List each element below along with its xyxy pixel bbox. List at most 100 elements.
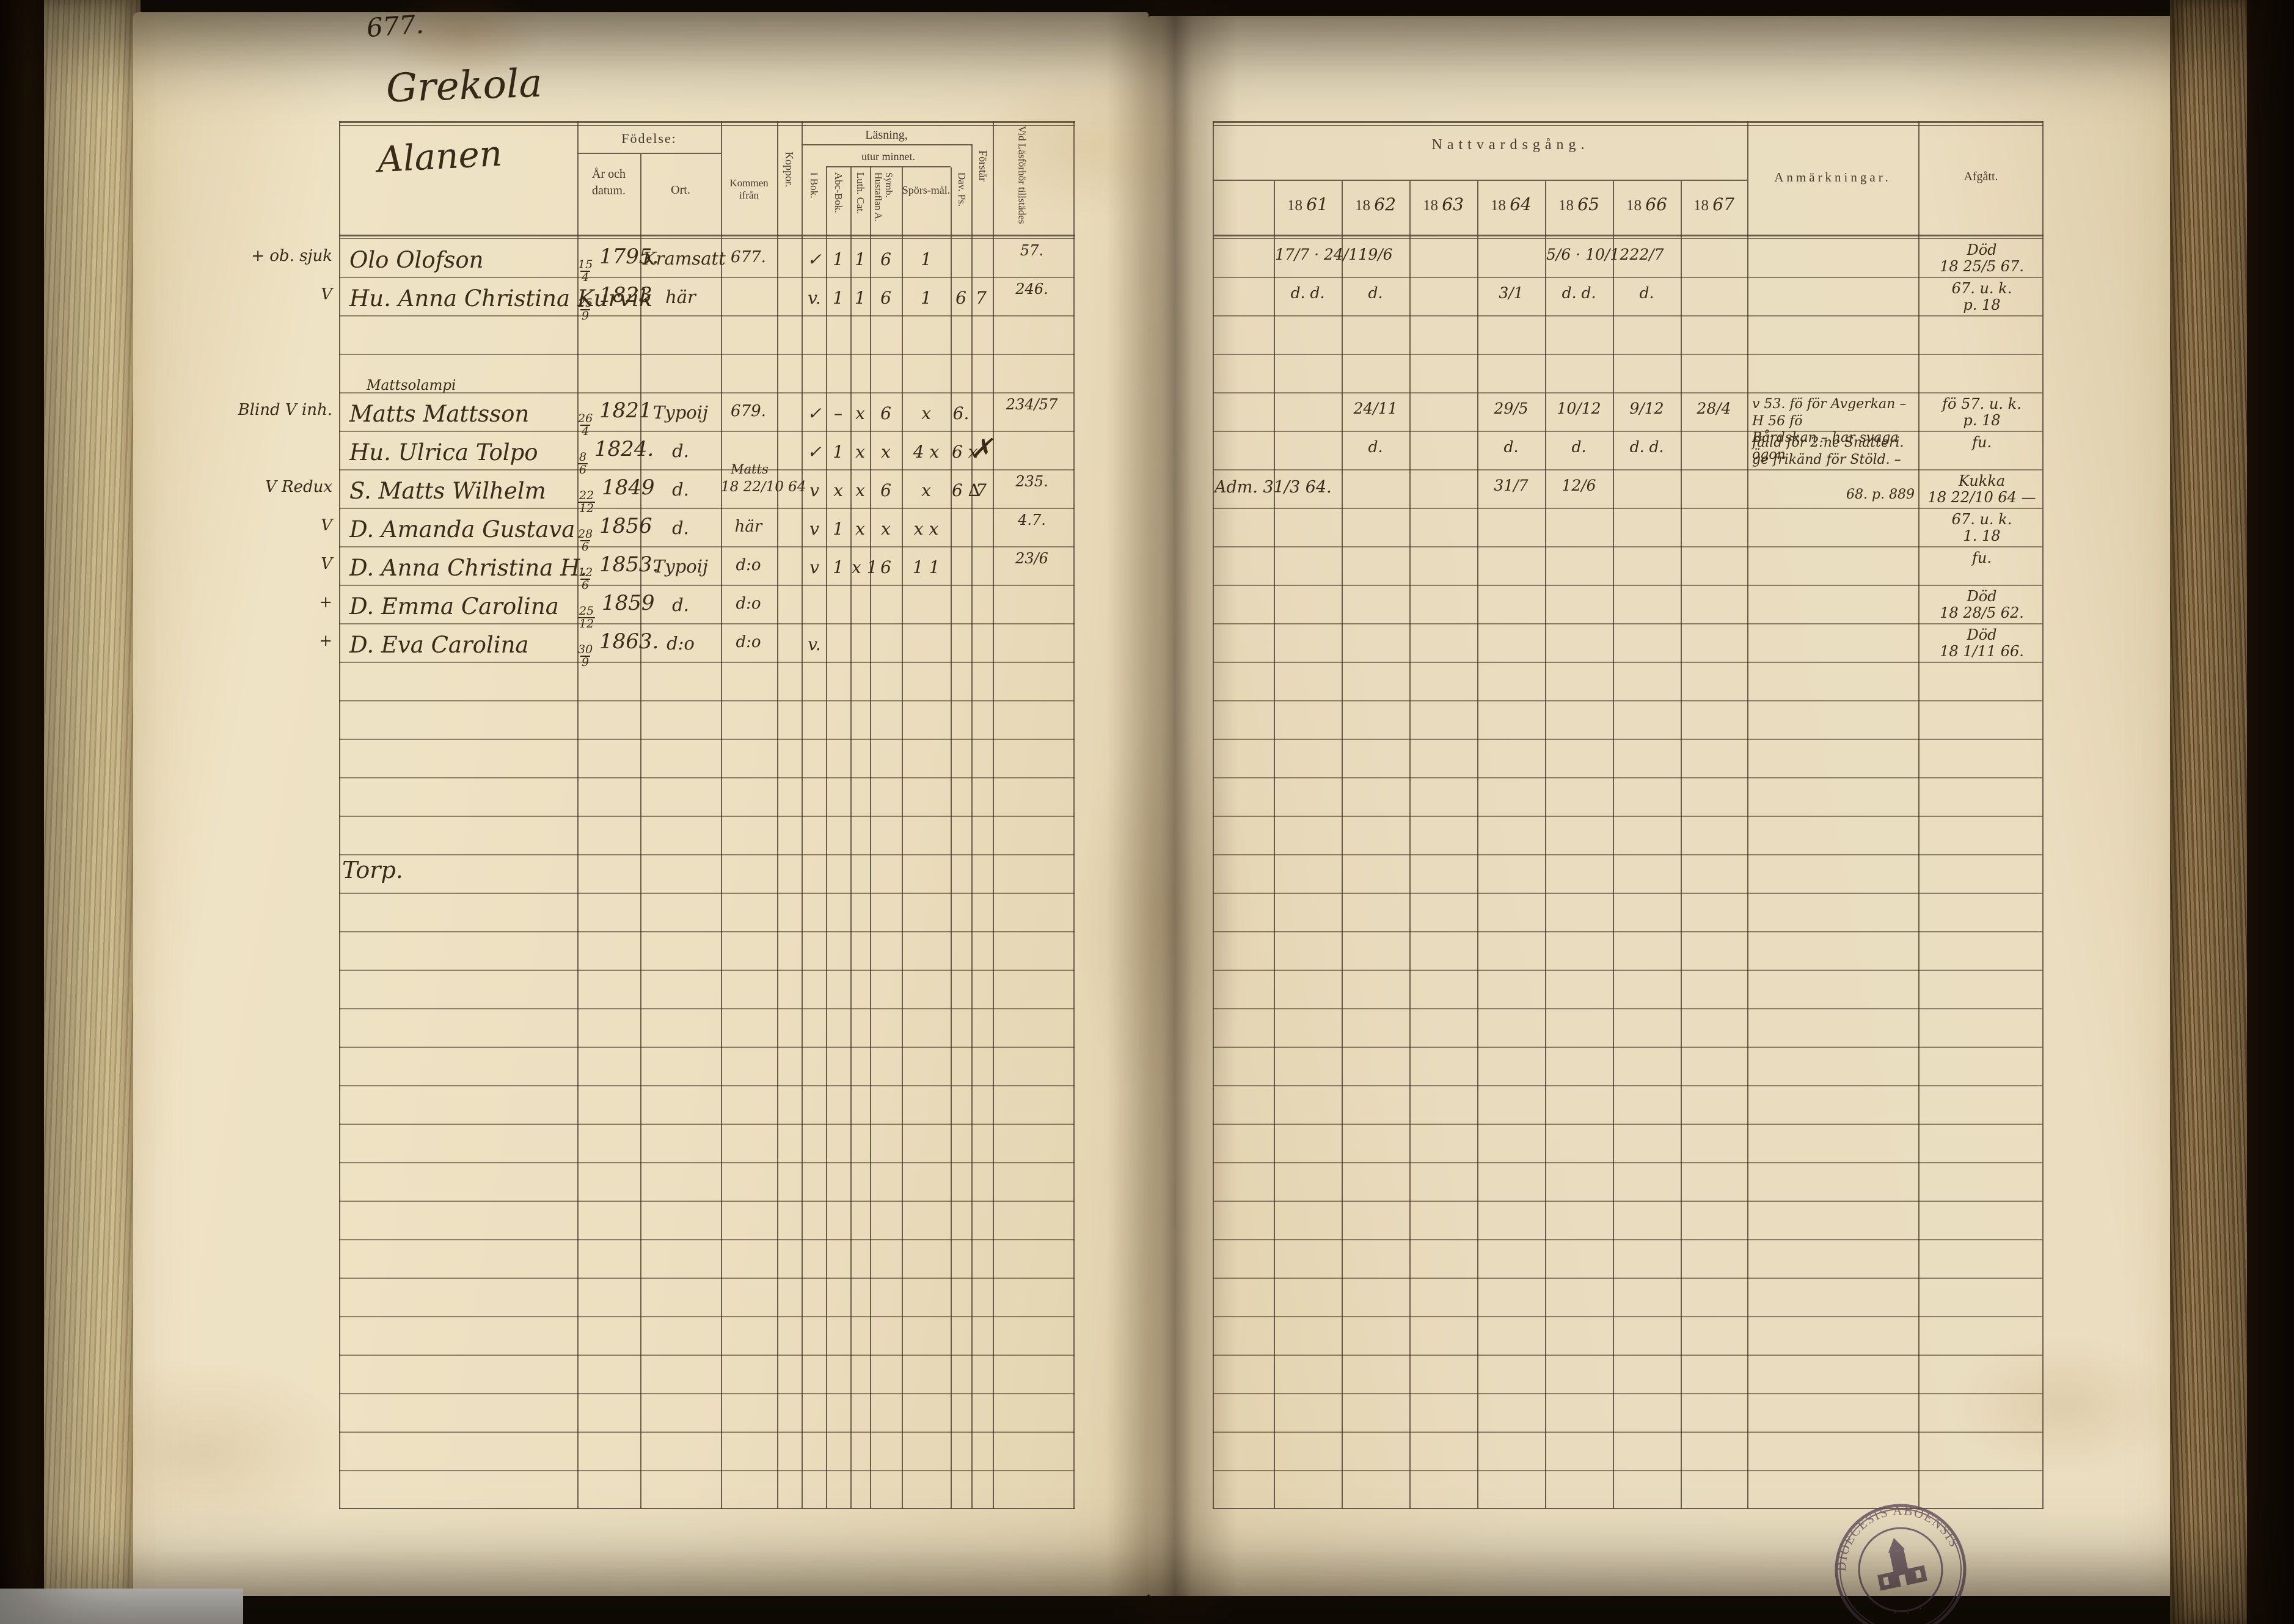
year-handwritten: 65: [1577, 194, 1599, 214]
birth-month: 12: [578, 502, 596, 516]
came-from: 677.: [731, 248, 766, 266]
reading-mark: x: [881, 442, 891, 462]
year-header: 18 66: [1613, 194, 1681, 214]
birth-year: 1821: [599, 398, 652, 423]
reading-mark: 1: [921, 288, 932, 308]
person-name: D. Amanda Gustava: [349, 516, 575, 543]
communion-1866: 9/12: [1629, 400, 1664, 417]
record-row-communion: 67. u. k. 1. 18: [0, 509, 2294, 547]
reading-mark: 1: [833, 249, 844, 269]
birth-date: 28 6 1856: [578, 514, 652, 554]
year-printed: 18: [1491, 197, 1507, 214]
record-row-communion: Död 18 1/11 66.: [0, 624, 2294, 663]
year-handwritten: 63: [1442, 194, 1464, 214]
reading-mark: 1: [855, 288, 866, 308]
birth-month: 9: [580, 309, 591, 323]
year-printed: 18: [1558, 197, 1574, 214]
remarks-note: 68. p. 889: [1846, 487, 1915, 502]
birth-day: 8: [579, 450, 587, 464]
reading-mark: 6.: [952, 403, 970, 423]
margin-note: Blind V inh.: [238, 401, 332, 419]
margin-note: V: [321, 555, 332, 573]
person-name: Matts Mattsson: [349, 401, 530, 427]
birth-place: d.: [672, 479, 689, 500]
communion-1867: 28/4: [1697, 400, 1731, 417]
ruled-rows-left: [339, 240, 1075, 1508]
record-row-communion: Adm. 31/3 64. 31/7 12/6 68. p. 889 Kukka…: [0, 470, 2294, 509]
record-row-communion: 17/7 · 24/11 19/6 5/6 · 10/12 22/7 Död 1…: [0, 240, 2294, 278]
birth-year: 1856: [599, 514, 652, 538]
year-header: 18 62: [1342, 194, 1409, 214]
birth-day: 28: [578, 527, 593, 541]
reading-mark: 1 1: [912, 557, 940, 577]
person-name: Hu. Anna Christina Kurvik: [349, 285, 653, 312]
person-name: S. Matts Wilhelm: [349, 478, 546, 504]
header-utur-minnet: utur minnet.: [861, 150, 915, 163]
departed-note: Kukka 18 22/10 64 —: [1927, 472, 2036, 506]
birth-day: 15: [578, 258, 593, 271]
birth-day: 12: [578, 566, 593, 579]
came-from: d:o: [736, 594, 761, 613]
birth-year: 1859: [602, 591, 655, 615]
margin-note: +: [319, 593, 332, 612]
church-icon: [1877, 1538, 1927, 1591]
header-ar-och-datum: År och datum.: [592, 167, 626, 197]
examination-note: 234/57: [1006, 396, 1058, 413]
departed-note: fu.: [1972, 434, 1992, 451]
header-sporsmal: Spörs-mål.: [902, 184, 951, 196]
header-fodelse: Födelse:: [621, 131, 677, 146]
page-stack-right: [2170, 0, 2247, 1624]
reading-mark: v: [809, 519, 819, 539]
remarks-note: fälld för 2:ne Snatteri. ge frikänd för …: [1752, 435, 1904, 467]
reading-mark: 1: [833, 288, 844, 308]
header-nattvardsgang: Nattvardsgång.: [1431, 137, 1590, 153]
came-from: d:o: [736, 556, 761, 574]
reading-mark: 4 x: [913, 442, 940, 462]
birth-month: 4: [580, 271, 591, 285]
departed-note: fö 57. u. k. p. 18: [1942, 395, 2022, 429]
birth-year: 1824.: [594, 437, 654, 461]
header-forstar: Förstår: [977, 150, 989, 181]
record-row-communion: fu.: [0, 547, 2294, 586]
record-row: V Redux S. Matts Wilhelm 22 12 1849 d. Ma…: [0, 462, 2294, 514]
header-i-bok: I Bok.: [808, 172, 820, 199]
reading-mark: x: [855, 403, 865, 423]
record-row-communion: 24/11 29/5 10/12 9/12 28/4 v 53. fö för …: [0, 393, 2294, 463]
admission-note: Adm. 31/3 64.: [1215, 478, 1332, 497]
communion-1864: 31/7: [1494, 477, 1529, 494]
year-handwritten: 61: [1306, 194, 1328, 214]
birth-date: 12 6 1853.: [578, 552, 659, 592]
examination-note: 235.: [1015, 473, 1048, 490]
reading-mark: x x: [913, 519, 939, 539]
year-printed: 18: [1423, 197, 1439, 214]
reading-mark: x: [921, 403, 931, 423]
birth-date: 25 9 1823: [578, 283, 652, 323]
book-cover-left: [0, 0, 44, 1624]
header-lasning: Läsning,: [865, 128, 908, 142]
reading-mark: 7: [976, 480, 987, 500]
year-handwritten: 67: [1712, 194, 1734, 214]
person-name: D. Emma Carolina: [349, 593, 559, 620]
birth-year: 1863.: [599, 629, 659, 654]
reading-mark: 1: [833, 442, 844, 462]
header-koppor: Koppor.: [783, 152, 795, 188]
communion-1865: 10/12: [1557, 400, 1601, 417]
reading-mark: 6: [880, 403, 891, 423]
year-header: 18 64: [1477, 194, 1545, 214]
reading-mark: 6: [880, 557, 891, 577]
year-printed: 18: [1287, 197, 1303, 214]
reading-mark: –: [834, 403, 842, 423]
record-row: + D. Eva Carolina 30 9 1863. d:o d:o v.: [0, 624, 2294, 668]
year-header: 18 67: [1681, 194, 1747, 214]
reading-mark: ✓: [807, 403, 822, 423]
header-afgatt: Afgått.: [1963, 170, 1998, 183]
reading-mark: v: [809, 557, 819, 577]
departed-note: Död 18 28/5 62.: [1940, 588, 2024, 621]
communion-1864: d.: [1503, 438, 1519, 456]
reading-mark: 1: [855, 249, 866, 269]
examination-note: 23/6: [1015, 550, 1048, 567]
birth-date: 30 9 1863.: [578, 629, 659, 669]
communion-1862: d.: [1368, 438, 1383, 456]
